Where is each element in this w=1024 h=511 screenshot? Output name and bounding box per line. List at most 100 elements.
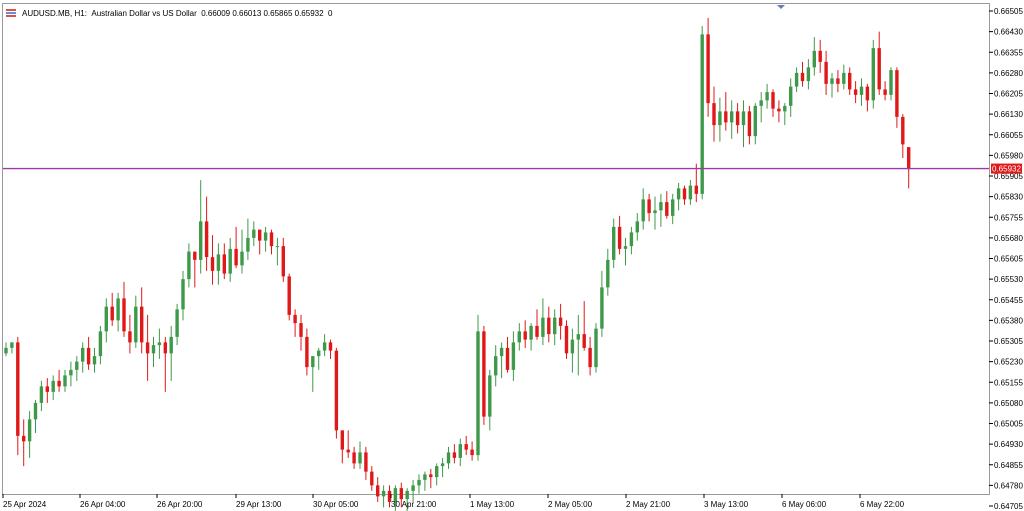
price-tick-label: 0.65380 [994, 316, 1023, 325]
time-tick-label: 6 May 06:00 [782, 500, 827, 509]
candle-bearish [617, 226, 622, 249]
candle-bearish [145, 342, 150, 354]
candle-bullish [541, 317, 545, 337]
candle-bearish [877, 48, 881, 90]
candle-bullish [629, 232, 634, 247]
chart-shift-marker[interactable] [777, 5, 785, 9]
candle-bullish [175, 309, 179, 337]
candle-bullish [322, 342, 327, 351]
candle-bearish [328, 342, 333, 351]
candle-bearish [883, 89, 887, 95]
candle-bullish [623, 246, 628, 249]
candle-bearish [665, 202, 669, 216]
candle-bullish [553, 317, 557, 335]
candle-bearish [647, 199, 651, 214]
candle-bearish [210, 257, 215, 271]
candle-bullish [688, 185, 693, 200]
candle-bullish [529, 325, 533, 340]
candle-bullish [75, 361, 79, 370]
candle-bearish [110, 306, 114, 321]
candle-bullish [63, 375, 67, 387]
candle-bullish [812, 50, 816, 68]
candle-bearish [505, 347, 510, 370]
candle-bullish [600, 287, 604, 329]
candle-bullish [889, 70, 893, 95]
candle-bullish [789, 86, 793, 106]
candle-bullish [594, 328, 598, 368]
candle-bullish [417, 479, 421, 486]
candle-bearish [140, 306, 144, 343]
candle-bullish [187, 251, 191, 280]
candle-bearish [558, 317, 563, 326]
candle-bearish [45, 386, 49, 392]
candle-bullish [252, 229, 256, 238]
price-axis[interactable]: 0.66505 0.66430 0.66355 0.66280 0.66205 0.661… [989, 7, 1023, 511]
candle-bearish [482, 331, 486, 417]
time-tick-label: 26 Apr 20:00 [157, 500, 203, 509]
chart-area[interactable] [2, 3, 990, 495]
candle-bullish [39, 386, 44, 403]
candle-bearish [305, 336, 309, 368]
candle-bearish [57, 380, 61, 387]
price-tick-label: 0.64705 [994, 502, 1023, 511]
candle-bullish [381, 490, 386, 497]
price-tick-label: 0.64855 [994, 461, 1023, 470]
candle-bearish [364, 452, 368, 472]
candle-bearish [234, 248, 238, 266]
price-tick-label: 0.64780 [994, 481, 1023, 490]
candle-bullish [240, 251, 244, 266]
candle-bearish [535, 325, 539, 337]
price-tick-label: 0.65680 [994, 234, 1023, 243]
candle-bullish [476, 331, 480, 456]
price-tick-label: 0.66205 [994, 90, 1023, 99]
candle-bearish [582, 334, 586, 348]
candle-bearish [16, 342, 20, 436]
candle-bullish [134, 306, 138, 343]
symbol-label: AUDUSD.MB, [22, 8, 73, 18]
candle-bearish [747, 111, 752, 137]
price-tick-label: 0.66505 [994, 7, 1023, 16]
candle-bullish [27, 419, 32, 442]
candle-bearish [470, 449, 474, 456]
ohlc-values: 0.66009 0.66013 0.65865 0.65932 [201, 8, 324, 18]
candle-bearish [346, 449, 350, 453]
candle-bullish [753, 105, 757, 137]
candle-bullish [228, 248, 232, 274]
candle-bullish [199, 221, 203, 260]
candle-bullish [635, 221, 639, 233]
candle-bearish [848, 72, 852, 90]
time-tick-label: 30 Apr 21:00 [391, 500, 437, 509]
candle-bullish [576, 334, 580, 340]
candle-bullish [718, 111, 722, 126]
candle-bearish [771, 92, 775, 109]
candle-bullish [423, 474, 427, 480]
candle-bearish [269, 232, 274, 247]
candle-bearish [724, 111, 728, 123]
candle-bullish [794, 72, 799, 87]
price-tick-label: 0.65230 [994, 358, 1023, 367]
symbol-description: Australian Dollar vs US Dollar [91, 8, 197, 18]
candle-bullish [169, 336, 173, 354]
price-tick-label: 0.65530 [994, 275, 1023, 284]
candle-bullish [10, 342, 14, 348]
candle-bullish [488, 375, 492, 417]
chart-window-icon[interactable] [6, 8, 16, 18]
candle-bearish [281, 246, 285, 277]
price-tick-label: 0.66355 [994, 48, 1023, 57]
candles-group [4, 17, 911, 511]
candle-bearish [818, 50, 822, 62]
candle-bearish [452, 452, 457, 458]
candle-bullish [151, 345, 156, 354]
candle-bullish [411, 485, 415, 491]
candle-bullish [641, 199, 645, 222]
candle-bearish [370, 471, 374, 486]
price-tick-label: 0.65755 [994, 213, 1023, 222]
candle-bearish [193, 251, 197, 260]
candle-bullish [446, 452, 451, 464]
timeframe-label: H1: [74, 8, 87, 18]
time-tick-label: 25 Apr 2024 [3, 500, 47, 509]
candle-bearish [86, 347, 91, 365]
time-axis[interactable]: 25 Apr 2024 26 Apr 04:00 26 Apr 20:00 29 Ap… [2, 494, 905, 509]
candle-bearish [777, 108, 781, 112]
